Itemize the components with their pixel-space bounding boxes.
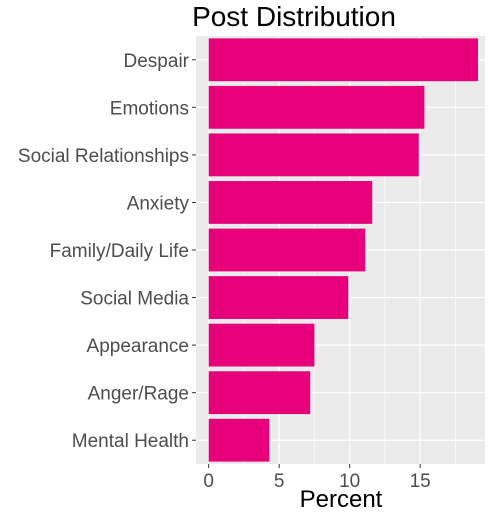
x-tick-label: 10 bbox=[339, 471, 360, 492]
bar-emotions bbox=[208, 85, 425, 129]
category-label: Social Relationships bbox=[18, 146, 189, 167]
bar-social-media bbox=[208, 276, 349, 319]
category-label: Social Media bbox=[80, 289, 189, 310]
bar-family-daily-life bbox=[208, 228, 366, 272]
chart-title: Post Distribution bbox=[192, 1, 396, 32]
category-label: Mental Health bbox=[72, 431, 189, 452]
bars bbox=[208, 38, 478, 462]
bar-appearance bbox=[208, 323, 315, 367]
x-tick-label: 15 bbox=[410, 471, 431, 492]
category-label: Appearance bbox=[87, 336, 189, 357]
category-label: Anger/Rage bbox=[88, 384, 189, 405]
category-label: Anxiety bbox=[127, 193, 190, 214]
x-tick-label: 0 bbox=[203, 471, 214, 492]
x-axis: 0 5 10 15 bbox=[203, 464, 431, 492]
bar-mental-health bbox=[208, 418, 270, 462]
category-label: Family/Daily Life bbox=[50, 241, 189, 262]
bar-despair bbox=[208, 38, 478, 82]
x-tick-label: 5 bbox=[274, 471, 285, 492]
bar-anxiety bbox=[208, 181, 373, 224]
x-axis-title: Percent bbox=[300, 486, 383, 512]
bar-anger-rage bbox=[208, 371, 311, 415]
bar-social-relationships bbox=[208, 133, 419, 177]
category-label: Emotions bbox=[110, 98, 189, 119]
category-label: Despair bbox=[124, 51, 190, 72]
y-axis: Despair Emotions Social Relationships Anxie… bbox=[18, 51, 196, 452]
